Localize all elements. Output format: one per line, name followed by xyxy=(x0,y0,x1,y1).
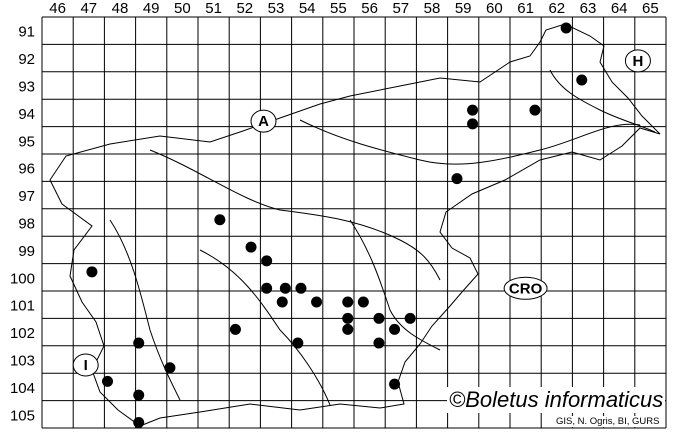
row-label: 95 xyxy=(18,133,35,150)
column-label: 61 xyxy=(517,0,534,17)
river xyxy=(549,69,656,133)
column-labels: 46 47 48 49 50 51 52 53 54 55 56 57 58 59 60 61 62 63 64 65 xyxy=(49,0,658,17)
record-dot xyxy=(373,337,385,349)
record-dot xyxy=(295,282,307,294)
column-label: 49 xyxy=(143,0,160,17)
record-dots xyxy=(86,22,588,429)
copyright-text: ©Boletus informaticus xyxy=(447,387,666,413)
row-label: 104 xyxy=(10,380,35,397)
row-label: 96 xyxy=(18,161,35,178)
record-dot xyxy=(261,255,273,267)
column-label: 58 xyxy=(424,0,441,17)
credit-text: GIS, N. Ogris, BI, GURS xyxy=(556,416,660,427)
record-dot xyxy=(451,173,463,185)
river xyxy=(299,119,641,165)
column-label: 65 xyxy=(642,0,659,17)
record-dot xyxy=(342,323,354,335)
border-outline xyxy=(49,23,661,427)
river xyxy=(109,219,181,401)
column-label: 56 xyxy=(361,0,378,17)
record-dot xyxy=(467,104,479,116)
record-dot xyxy=(229,323,241,335)
grid xyxy=(41,16,667,429)
region-label-oval xyxy=(624,49,651,73)
region-label-oval xyxy=(503,276,548,300)
row-label: 91 xyxy=(18,24,35,41)
region-label: I xyxy=(84,357,88,374)
record-dot xyxy=(529,104,541,116)
record-dot xyxy=(576,74,588,86)
row-label: 99 xyxy=(18,243,35,260)
row-label: 105 xyxy=(10,407,35,424)
river xyxy=(349,219,441,351)
row-label: 102 xyxy=(10,325,35,342)
record-dot xyxy=(342,312,354,324)
column-label: 62 xyxy=(548,0,565,17)
region-label-oval xyxy=(72,353,99,377)
row-labels: 91 92 93 94 95 96 97 98 99 100 101 102 103 104 105 xyxy=(10,24,35,425)
record-dot xyxy=(245,241,257,253)
region-label-oval xyxy=(250,109,277,133)
row-label: 103 xyxy=(10,353,35,370)
region-label: CRO xyxy=(509,280,543,297)
record-dot xyxy=(311,296,323,308)
column-label: 59 xyxy=(455,0,472,17)
column-label: 46 xyxy=(49,0,66,17)
record-dot xyxy=(357,296,369,308)
row-label: 92 xyxy=(18,51,35,68)
record-dot xyxy=(389,323,401,335)
column-label: 47 xyxy=(80,0,97,17)
record-dot xyxy=(276,296,288,308)
country-border xyxy=(49,23,661,427)
column-label: 50 xyxy=(174,0,191,17)
column-label: 53 xyxy=(268,0,285,17)
record-dot xyxy=(389,378,401,390)
record-dot xyxy=(261,282,273,294)
column-label: 60 xyxy=(486,0,503,17)
record-dot xyxy=(102,375,114,387)
record-dot xyxy=(214,214,226,226)
column-label: 52 xyxy=(236,0,253,17)
column-label: 54 xyxy=(299,0,316,17)
column-label: 57 xyxy=(392,0,409,17)
row-label: 98 xyxy=(18,216,35,233)
column-label: 55 xyxy=(330,0,347,17)
region-label: A xyxy=(258,113,269,130)
record-dot xyxy=(279,282,291,294)
row-label: 101 xyxy=(10,298,35,315)
row-label: 94 xyxy=(18,106,35,123)
record-dot xyxy=(133,417,145,429)
record-dot xyxy=(164,362,176,374)
record-dot xyxy=(292,337,304,349)
region-label: H xyxy=(632,53,643,70)
row-label: 97 xyxy=(18,188,35,205)
column-label: 48 xyxy=(112,0,129,17)
river xyxy=(199,249,331,406)
record-dot xyxy=(86,266,98,278)
river xyxy=(149,149,441,281)
record-dot xyxy=(133,337,145,349)
row-label: 93 xyxy=(18,79,35,96)
record-dot xyxy=(373,312,385,324)
row-label: 100 xyxy=(10,270,35,287)
region-labels: A H CRO I xyxy=(72,49,651,377)
column-label: 63 xyxy=(580,0,597,17)
record-dot xyxy=(133,389,145,401)
record-dot xyxy=(404,312,416,324)
record-dot xyxy=(342,296,354,308)
record-dot xyxy=(560,22,572,34)
column-label: 51 xyxy=(205,0,222,17)
record-dot xyxy=(467,118,479,130)
column-label: 64 xyxy=(611,0,628,17)
